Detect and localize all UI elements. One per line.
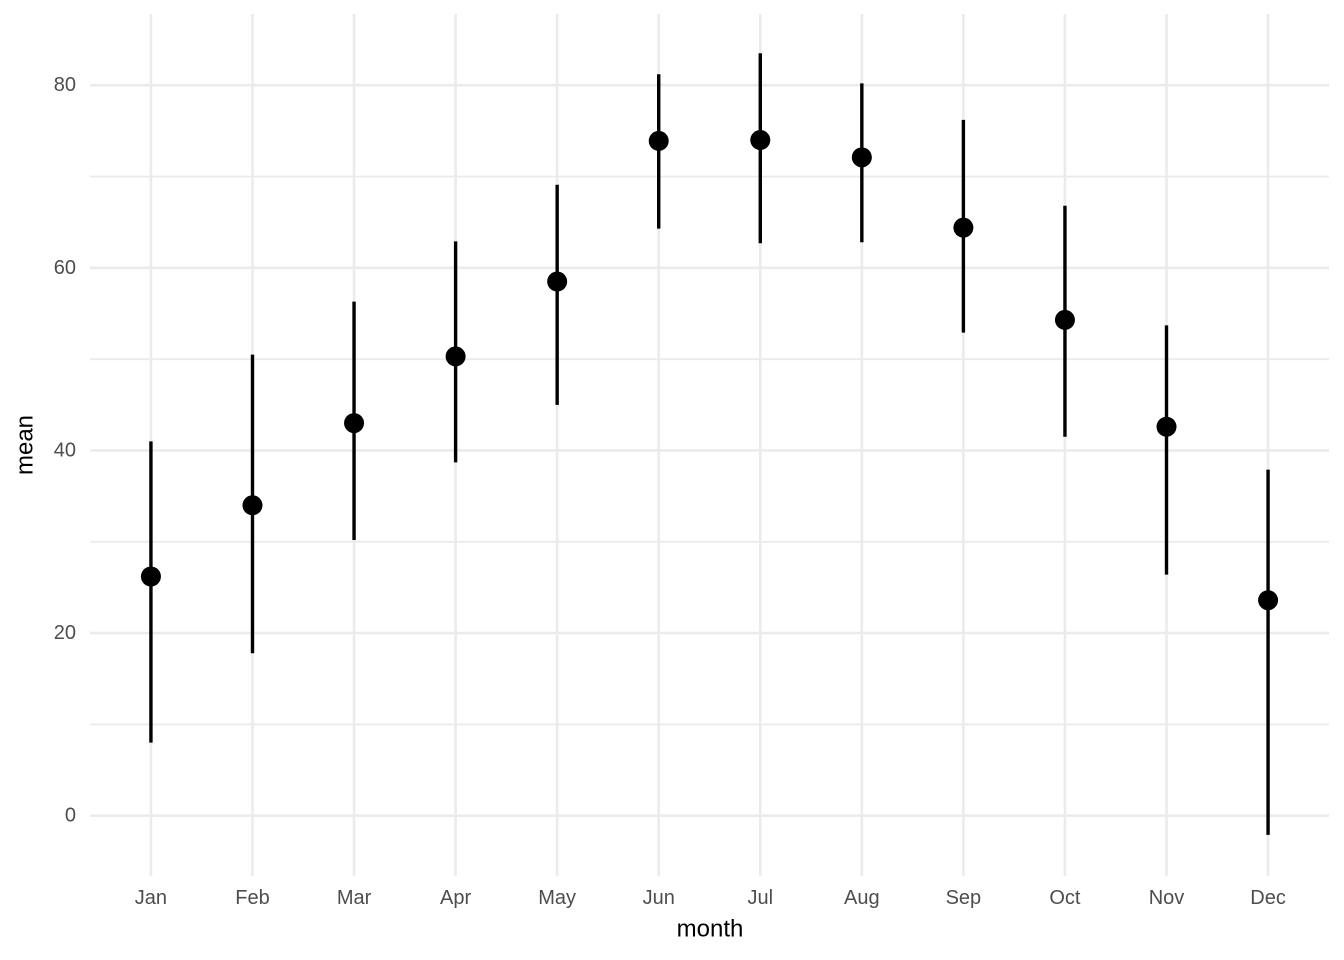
x-tick-label-sep: Sep	[946, 887, 982, 909]
mean-point-mar	[344, 413, 365, 434]
mean-point-aug	[851, 147, 872, 168]
mean-point-may	[547, 271, 568, 292]
x-tick-label-jun: Jun	[643, 887, 675, 909]
minor-gridlines	[90, 175, 1329, 726]
month-gridlines	[149, 14, 1270, 876]
x-tick-label-aug: Aug	[844, 887, 880, 909]
y-tick-label-20: 20	[54, 622, 76, 644]
x-tick-label-jul: Jul	[747, 887, 773, 909]
mean-point-apr	[445, 346, 466, 367]
y-axis-title: mean	[12, 415, 39, 475]
mean-point-oct	[1054, 309, 1075, 330]
y-tick-label-40: 40	[54, 439, 76, 461]
mean-point-jul	[750, 130, 771, 151]
mean-point-feb	[242, 495, 263, 516]
x-tick-label-nov: Nov	[1149, 887, 1185, 909]
y-tick-label-0: 0	[65, 805, 76, 827]
x-tick-label-feb: Feb	[235, 887, 269, 909]
x-tick-label-may: May	[538, 887, 576, 909]
mean-point-sep	[953, 217, 974, 238]
x-axis-tick-labels: Jan Feb Mar Apr May Jun Jul Aug Sep Oct Nov Dec	[135, 887, 1286, 909]
mean-point-nov	[1156, 416, 1177, 437]
mean-point-jan	[140, 566, 161, 587]
pointrange-marks	[140, 53, 1279, 835]
x-tick-label-mar: Mar	[337, 887, 372, 909]
mean-point-jun	[648, 130, 669, 151]
x-tick-label-apr: Apr	[440, 887, 471, 909]
mean-point-dec	[1258, 590, 1279, 611]
x-tick-label-oct: Oct	[1049, 887, 1081, 909]
y-tick-label-80: 80	[54, 74, 76, 96]
y-axis-tick-labels: 0 20 40 60 80	[54, 74, 76, 827]
x-tick-label-dec: Dec	[1250, 887, 1286, 909]
major-gridlines	[90, 83, 1329, 818]
y-tick-label-60: 60	[54, 257, 76, 279]
x-axis-title: month	[677, 916, 744, 943]
x-tick-label-jan: Jan	[135, 887, 167, 909]
